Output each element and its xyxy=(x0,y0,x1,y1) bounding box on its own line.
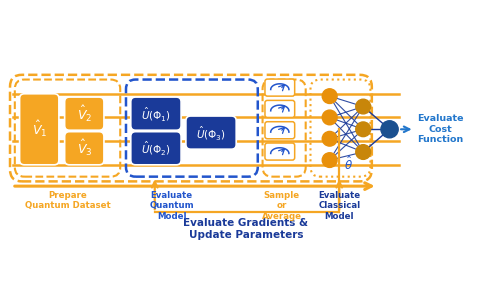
Text: $\hat{V}_1$: $\hat{V}_1$ xyxy=(31,119,47,139)
Text: Evaluate
Cost
Function: Evaluate Cost Function xyxy=(416,115,463,144)
Text: $\hat{\theta}$: $\hat{\theta}$ xyxy=(344,155,353,173)
Text: $\hat{U}(\Phi_1)$: $\hat{U}(\Phi_1)$ xyxy=(141,105,171,123)
Text: $\hat{V}_2$: $\hat{V}_2$ xyxy=(77,104,92,124)
FancyBboxPatch shape xyxy=(65,132,104,165)
FancyBboxPatch shape xyxy=(20,94,59,165)
Text: $\hat{U}(\Phi_2)$: $\hat{U}(\Phi_2)$ xyxy=(141,139,171,157)
Circle shape xyxy=(322,153,337,167)
Text: Evaluate
Classical
Model: Evaluate Classical Model xyxy=(318,191,361,221)
Circle shape xyxy=(322,89,337,104)
Circle shape xyxy=(356,122,371,137)
Text: $\hat{V}_3$: $\hat{V}_3$ xyxy=(77,138,92,158)
Circle shape xyxy=(322,110,337,125)
Text: Evaluate
Quantum
Model: Evaluate Quantum Model xyxy=(149,191,194,221)
FancyBboxPatch shape xyxy=(131,97,181,130)
FancyBboxPatch shape xyxy=(265,79,295,96)
FancyBboxPatch shape xyxy=(65,97,104,130)
Circle shape xyxy=(356,99,371,114)
FancyBboxPatch shape xyxy=(186,116,236,149)
FancyBboxPatch shape xyxy=(265,143,295,160)
Text: Prepare
Quantum Dataset: Prepare Quantum Dataset xyxy=(25,191,110,210)
Text: Sample
or
Average: Sample or Average xyxy=(262,191,302,221)
Text: Evaluate Gradients &
Update Parameters: Evaluate Gradients & Update Parameters xyxy=(183,218,308,240)
FancyBboxPatch shape xyxy=(265,100,295,117)
Circle shape xyxy=(381,121,398,138)
Circle shape xyxy=(356,145,371,159)
Circle shape xyxy=(322,131,337,146)
FancyBboxPatch shape xyxy=(265,122,295,139)
Text: $\hat{U}(\Phi_3)$: $\hat{U}(\Phi_3)$ xyxy=(196,124,226,141)
FancyBboxPatch shape xyxy=(131,132,181,165)
